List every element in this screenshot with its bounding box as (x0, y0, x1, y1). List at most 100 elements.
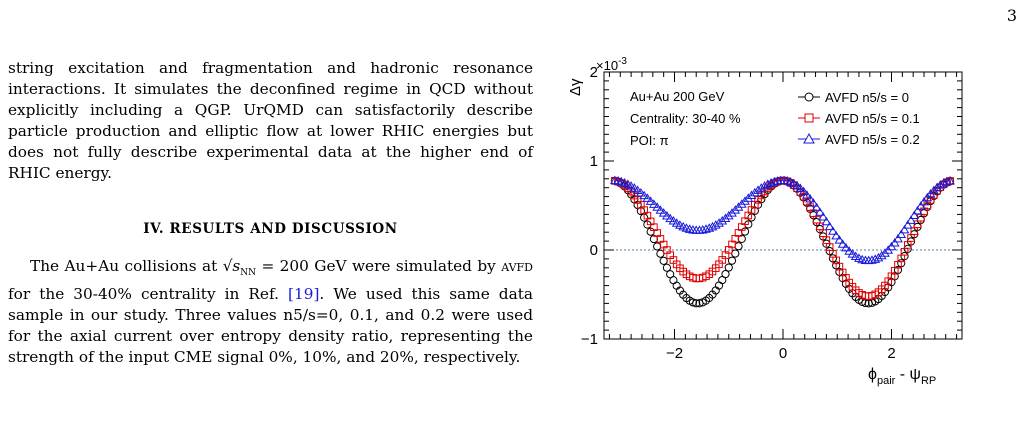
data-point-triangle (749, 187, 760, 197)
x-tick-label: 2 (887, 345, 895, 362)
x-label-psi: - ψ (895, 366, 921, 383)
data-point-triangle (704, 223, 715, 232)
text-run: for the 30-40% centrality in Ref. (8, 285, 279, 304)
x-label-sub-pair: pair (877, 375, 896, 387)
page-number: 3 (1006, 6, 1017, 25)
text-run: = 200 GeV were simulated by (256, 257, 496, 275)
paragraph-urqmd: string excitation and fragmentation and … (8, 59, 533, 182)
data-point-triangle (652, 202, 663, 211)
data-point-triangle (792, 180, 802, 190)
data-point-triangle (697, 225, 708, 234)
data-point-triangle (909, 210, 920, 220)
data-point-triangle (899, 224, 910, 234)
text-run: . We used this same data sample in our s… (8, 285, 533, 367)
data-point-triangle (701, 224, 711, 233)
data-point-triangle (736, 199, 747, 208)
data-point-triangle (893, 233, 903, 243)
data-point-triangle (733, 202, 744, 211)
data-point-triangle (834, 235, 845, 244)
data-point-triangle (811, 202, 822, 212)
data-point-triangle (769, 176, 780, 186)
data-point-triangle (727, 208, 737, 217)
data-point-triangle (805, 193, 815, 203)
y-multiplier-exponent: -3 (618, 56, 627, 67)
legend-label: AVFD n5/s = 0.1 (825, 111, 920, 126)
data-point-triangle (717, 215, 728, 225)
section-heading: IV. RESULTS AND DISCUSSION (143, 221, 398, 237)
data-point-circle (669, 276, 678, 285)
data-point-triangle (876, 250, 887, 260)
data-point-triangle (831, 230, 842, 240)
sqrt-s-symbol: √s (222, 257, 241, 275)
data-point-triangle (896, 229, 907, 238)
data-point-triangle (795, 183, 806, 193)
data-point-triangle (649, 199, 659, 208)
data-point-triangle (710, 220, 721, 229)
x-axis-label: ϕpair - ψRP (868, 366, 936, 387)
data-point-circle (692, 299, 701, 308)
data-point-circle (688, 298, 698, 307)
data-point-triangle (759, 181, 770, 190)
data-point-circle (727, 256, 737, 265)
data-point-triangle (828, 226, 838, 235)
legend-label: AVFD n5/s = 0 (825, 90, 909, 105)
data-point-triangle (889, 237, 900, 247)
data-point-triangle (665, 213, 676, 223)
y-tick-label: 0 (590, 242, 598, 259)
data-point-triangle (945, 175, 955, 185)
data-point-triangle (938, 178, 949, 187)
data-point-triangle (932, 182, 942, 192)
x-label-sub-rp: RP (921, 375, 936, 387)
data-point-triangle (815, 207, 825, 216)
legend-marker-circle (804, 92, 814, 102)
citation-link[interactable]: [19] (288, 285, 320, 304)
data-point-triangle (802, 190, 812, 199)
data-point-circle (653, 242, 662, 251)
x-tick-label: 0 (779, 345, 787, 362)
data-point-triangle (636, 187, 646, 197)
data-point-triangle (837, 239, 848, 248)
annotation-text: POI: π (630, 133, 669, 148)
data-point-triangle (746, 190, 757, 200)
data-point-circle (724, 263, 733, 272)
y-multiplier-base: ×10 (596, 58, 618, 73)
data-point-triangle (655, 205, 666, 214)
data-point-triangle (743, 193, 754, 202)
y-tick-label: 1 (590, 153, 598, 170)
y-axis-label: Δγ (567, 78, 584, 96)
data-point-triangle (632, 185, 643, 194)
data-point-triangle (873, 252, 884, 262)
data-point-triangle (658, 208, 669, 217)
data-point-triangle (645, 196, 656, 205)
data-point-circle (731, 249, 740, 258)
y-axis-multiplier: ×10-3 (596, 56, 627, 73)
data-point-triangle (912, 205, 923, 215)
data-point-triangle (906, 215, 916, 224)
data-point-triangle (720, 213, 731, 223)
data-point-triangle (798, 186, 809, 196)
data-point-triangle (902, 220, 913, 229)
data-point-circle (659, 256, 668, 265)
data-point-circle (721, 269, 730, 279)
data-point-triangle (723, 210, 734, 220)
data-point-triangle (808, 198, 819, 207)
data-point-triangle (824, 221, 835, 231)
data-point-triangle (662, 210, 672, 220)
data-point-circle (656, 249, 665, 258)
data-point-triangle (919, 196, 929, 206)
y-tick-label: 2 (590, 64, 598, 81)
data-point-triangle (642, 193, 653, 202)
data-point-triangle (766, 177, 776, 187)
paragraph-results: The Au+Au collisions at √sNN = 200 GeV w… (8, 256, 533, 368)
data-point-triangle (740, 196, 750, 205)
text-run: The Au+Au collisions at (30, 257, 218, 275)
data-point-triangle (847, 249, 858, 258)
x-tick-label: −2 (666, 345, 683, 362)
annotation-text: Centrality: 30-40 % (630, 111, 741, 126)
x-label-phi: ϕ (868, 366, 877, 383)
data-point-triangle (941, 176, 952, 186)
data-point-triangle (762, 179, 773, 188)
delta-gamma-chart: ×10-3 Δγ ϕpair - ψRP Au+Au 200 GeV Centra… (567, 56, 963, 387)
legend-marker-triangle (803, 132, 815, 144)
data-point-triangle (915, 201, 926, 210)
